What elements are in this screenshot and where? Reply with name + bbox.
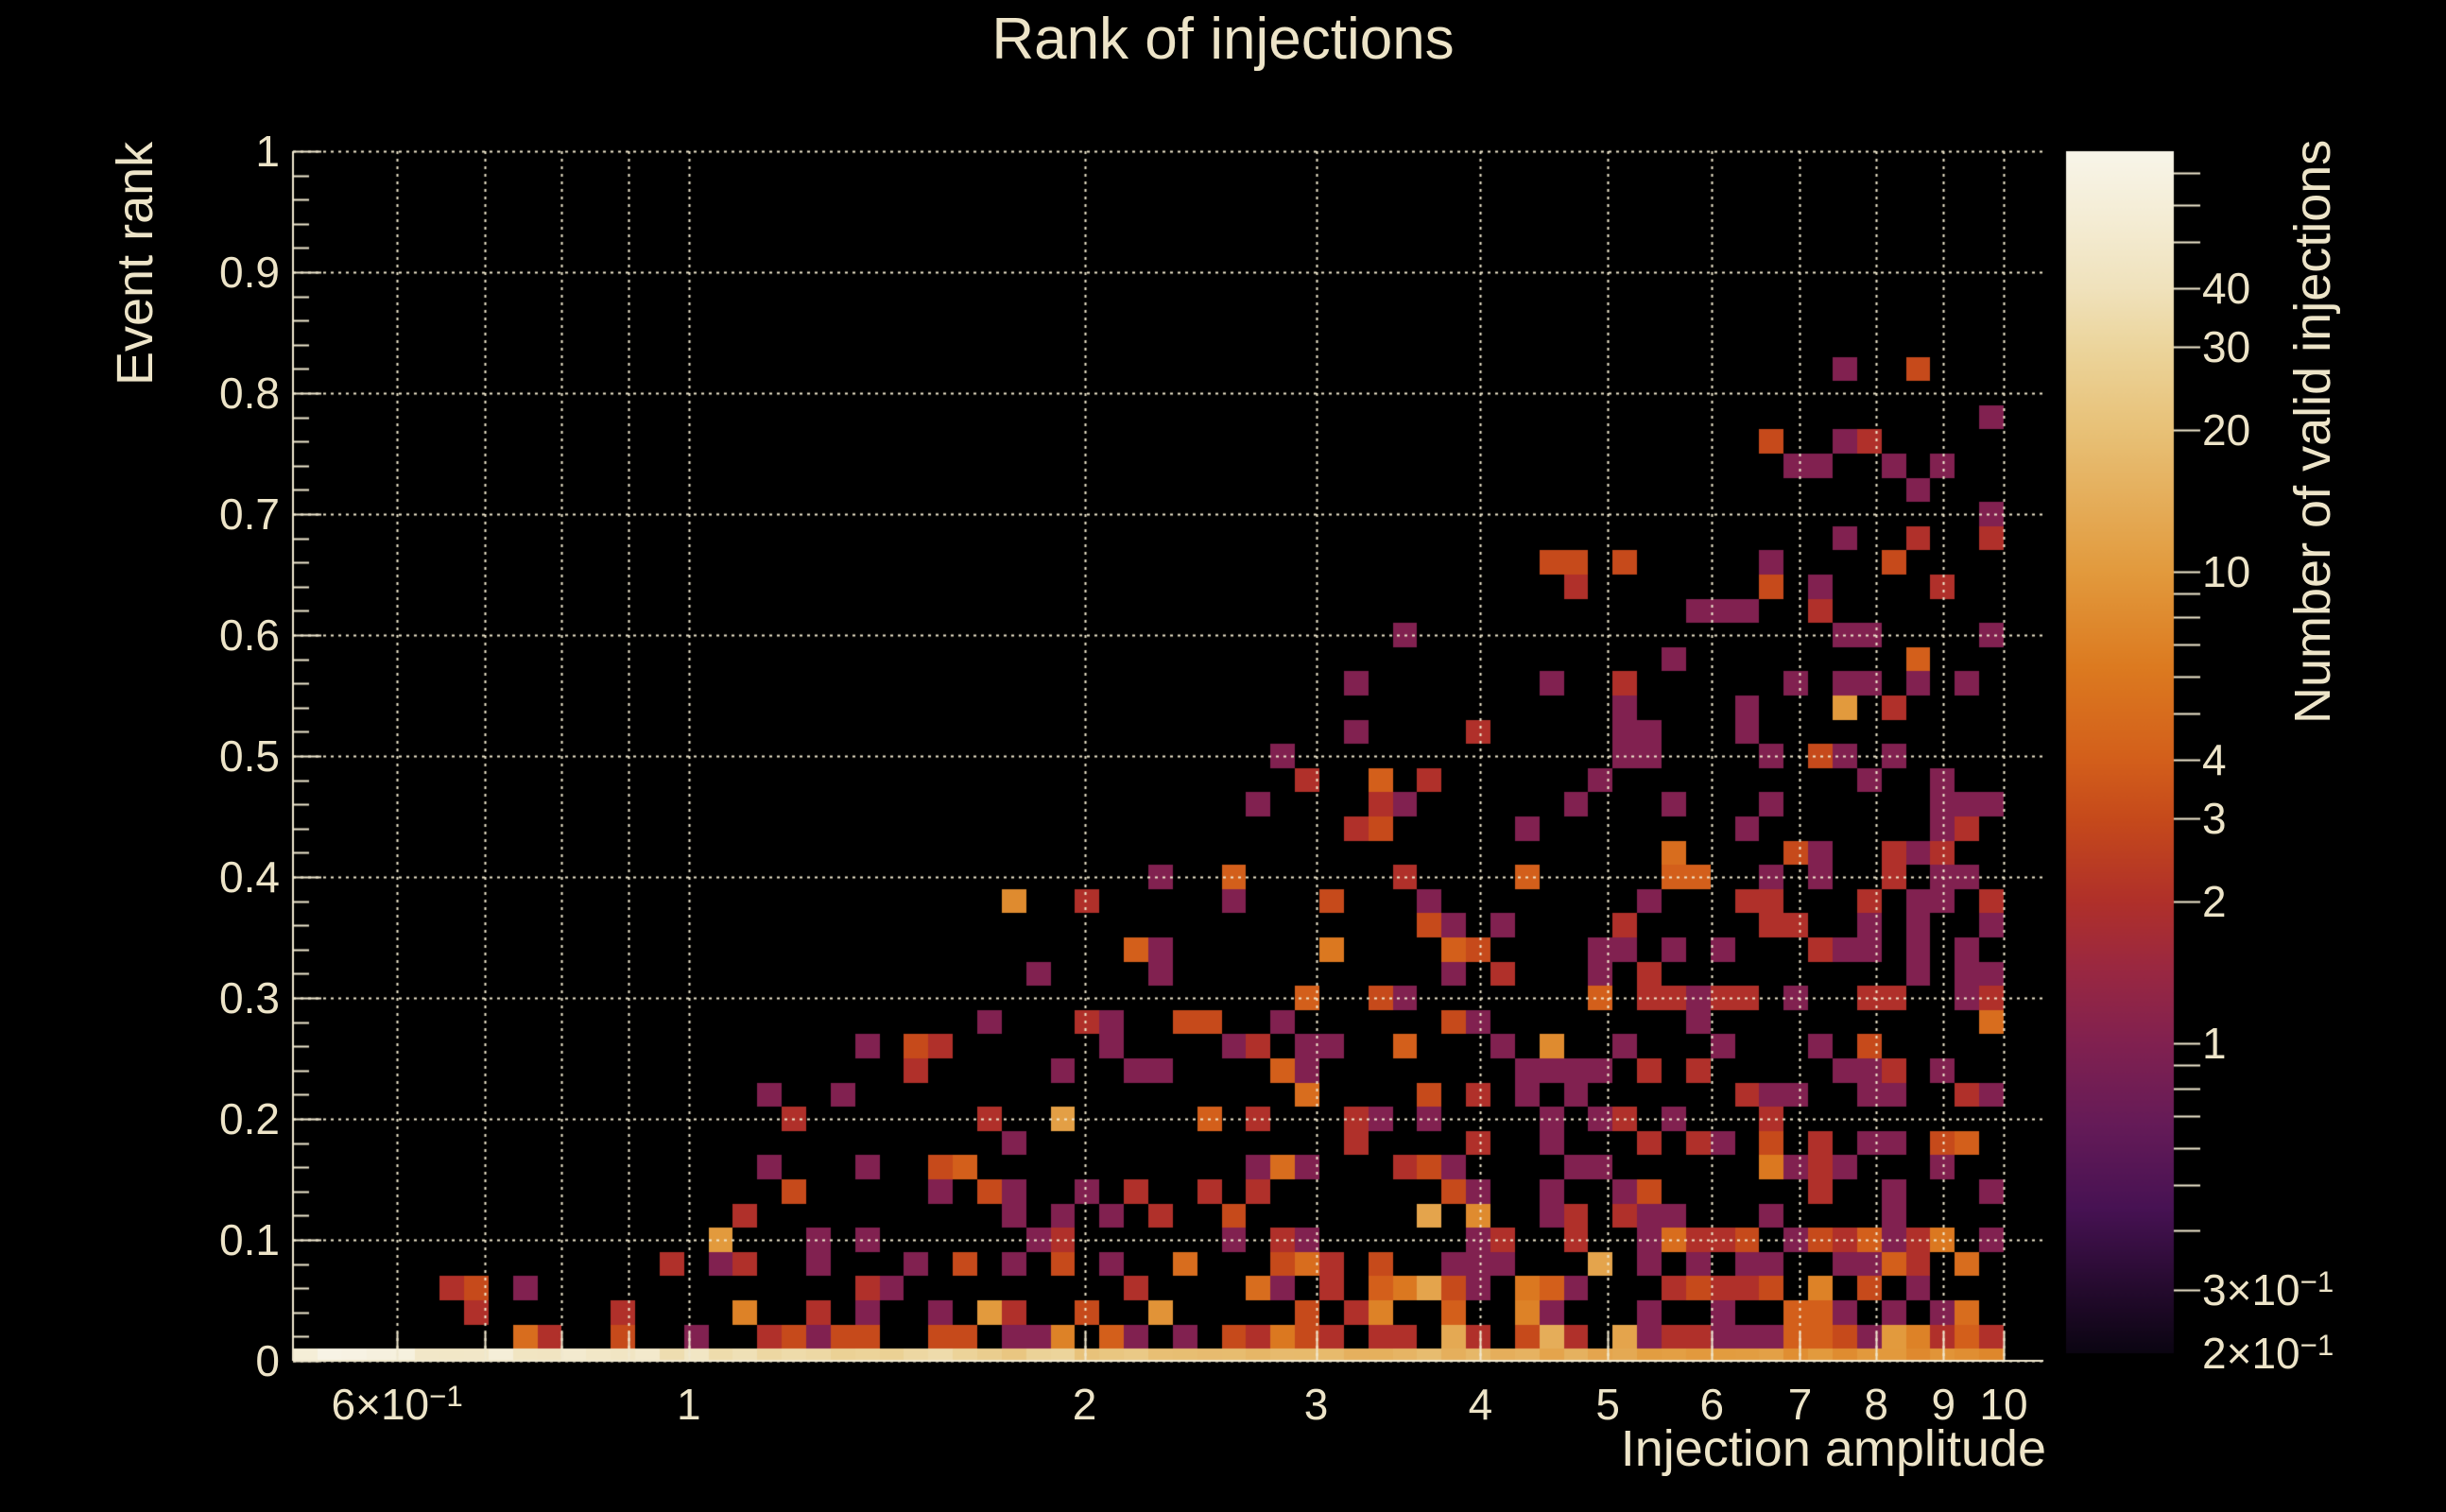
ztick-label: 3 <box>2202 793 2227 843</box>
ztick-label: 4 <box>2202 734 2227 784</box>
ztick-label: 40 <box>2202 263 2251 313</box>
ztick-label: 10 <box>2202 547 2251 597</box>
ytick-label: 0.2 <box>219 1094 280 1143</box>
xtick-label: 1 <box>676 1380 701 1429</box>
ytick-label: 1 <box>255 127 280 176</box>
xtick-label: 4 <box>1468 1380 1493 1429</box>
ztick-label: 30 <box>2202 322 2251 372</box>
xtick-label: 3 <box>1303 1380 1329 1429</box>
xtick-label: 8 <box>1864 1380 1888 1429</box>
xtick-label: 9 <box>1931 1380 1956 1429</box>
xtick-label: 7 <box>1787 1380 1813 1429</box>
xtick-label: 5 <box>1595 1380 1620 1429</box>
ytick-label: 0.7 <box>219 490 280 539</box>
exponent: −1 <box>2300 1328 2334 1362</box>
ztick-label: 3×10−1 <box>2202 1264 2334 1314</box>
ztick-label: 1 <box>2202 1018 2227 1068</box>
xtick-label: 10 <box>1979 1380 2028 1429</box>
xtick-label: 6×10−1 <box>331 1379 463 1429</box>
ztick-label: 2×10−1 <box>2202 1328 2334 1378</box>
x-axis-title: Injection amplitude <box>1620 1420 2046 1477</box>
xtick-label: 6 <box>1699 1380 1725 1429</box>
ytick-label: 0.1 <box>219 1215 280 1264</box>
ztick-label: 2 <box>2202 876 2227 926</box>
colorbar-title: Number of valid injections <box>2284 139 2341 724</box>
ytick-label: 0 <box>255 1336 280 1385</box>
chart-title: Rank of injections <box>991 7 1455 72</box>
ytick-label: 0.8 <box>219 369 280 418</box>
ytick-label: 0.4 <box>219 852 280 902</box>
ytick-label: 0.6 <box>219 610 280 660</box>
ytick-label: 0.3 <box>219 973 280 1022</box>
exponent: −1 <box>429 1379 463 1413</box>
xtick-label: 2 <box>1072 1380 1097 1429</box>
exponent: −1 <box>2300 1264 2334 1298</box>
ztick-label: 20 <box>2202 404 2251 455</box>
ytick-label: 0.9 <box>219 248 280 297</box>
ytick-label: 0.5 <box>219 731 280 781</box>
